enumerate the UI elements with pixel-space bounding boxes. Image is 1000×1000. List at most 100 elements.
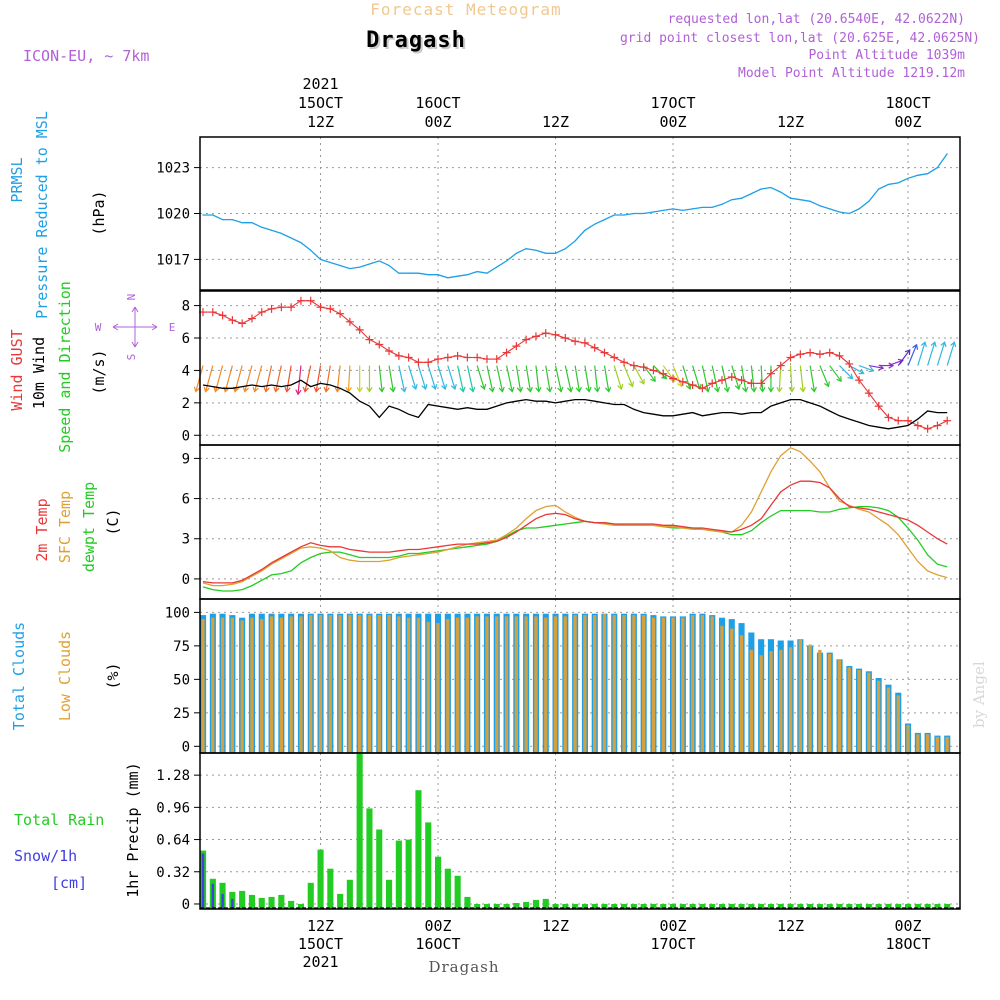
wind-label-speed: Speed and Direction	[56, 281, 74, 453]
low-cloud-bar	[749, 649, 753, 753]
pressure-point	[584, 229, 586, 231]
rain-bar	[288, 900, 295, 909]
gust-marker	[737, 376, 746, 385]
low-cloud-bar	[318, 615, 323, 753]
ytick-label: 1023	[156, 161, 190, 177]
pressure-point	[603, 219, 606, 221]
gust-marker	[561, 334, 570, 343]
rain-bar	[356, 754, 363, 909]
low-cloud-bar	[651, 617, 656, 753]
time-axis-label: 17OCT	[650, 94, 695, 112]
ytick-label: 3	[182, 532, 190, 548]
low-cloud-bar	[828, 653, 832, 753]
ytick-label: 0	[182, 572, 190, 588]
pressure-point	[809, 200, 811, 202]
pressure-point	[574, 240, 576, 242]
low-cloud-bar	[886, 687, 891, 753]
gust-marker	[385, 346, 394, 355]
low-cloud-bar	[309, 615, 313, 753]
rain-bar	[914, 904, 921, 909]
wind-barb	[286, 365, 292, 392]
wind-barb	[265, 365, 273, 392]
gust-marker	[698, 384, 707, 393]
rain-bar	[944, 904, 951, 909]
pressure-point	[858, 208, 860, 210]
time-axis-label: 16OCT	[415, 94, 460, 112]
rain-bar	[483, 904, 490, 909]
gust-marker	[884, 413, 893, 422]
panel-frame	[199, 290, 961, 446]
gust-marker	[394, 351, 403, 360]
pressure-point	[701, 206, 704, 208]
rain-bar	[797, 904, 804, 909]
wind-barb	[672, 365, 683, 387]
time-axis-label: 00Z	[894, 917, 921, 935]
pressure-point	[770, 186, 772, 189]
wind-barb	[457, 365, 464, 392]
wind-barb-head	[593, 386, 601, 393]
rain-bar	[826, 904, 833, 909]
pressure-point	[545, 252, 547, 254]
wind-barb-head	[459, 386, 466, 393]
wind-barb-head	[378, 386, 385, 393]
pressure-point	[466, 274, 468, 276]
gust-marker	[786, 353, 795, 362]
wind-barb	[297, 365, 302, 395]
marks-layer	[193, 153, 960, 909]
low-cloud-bar	[818, 649, 822, 753]
wind-barb	[254, 365, 263, 392]
wind-barb-head	[912, 343, 919, 350]
wind-barb-head	[242, 386, 249, 393]
wind-barb	[275, 365, 282, 392]
rain-bar	[317, 849, 324, 909]
time-axis-label: 00Z	[894, 113, 921, 131]
low-cloud-bar	[632, 615, 636, 753]
wind-barb-head	[669, 376, 676, 383]
time-axis-label: 17OCT	[650, 935, 695, 953]
gust-marker	[502, 348, 511, 357]
wind-barb-head	[389, 386, 396, 393]
low-cloud-bar	[328, 615, 332, 753]
pressure-point	[936, 167, 939, 169]
low-cloud-bar	[916, 734, 920, 753]
rain-bar	[572, 904, 579, 909]
wind-barb-head	[323, 386, 330, 393]
low-cloud-bar	[250, 617, 254, 753]
wind-barb	[535, 365, 540, 392]
pressure-point	[486, 272, 488, 274]
rain-bar	[640, 904, 647, 909]
low-cloud-bar	[739, 635, 744, 753]
pressure-point	[799, 199, 801, 201]
compass-south: S	[125, 354, 138, 361]
pressure-point	[212, 214, 214, 216]
rain-bar	[709, 904, 716, 909]
wind-barb-head	[567, 386, 574, 393]
pressure-point	[535, 249, 537, 251]
gust-marker	[316, 303, 325, 312]
wind-barb	[819, 365, 830, 387]
rain-bar	[621, 904, 628, 909]
rain-bar	[405, 839, 412, 909]
gust-marker	[453, 351, 462, 360]
grid-point-coords: grid point closest lon,lat (20.625E, 42.…	[620, 31, 980, 46]
wind-barb	[799, 365, 804, 392]
wind-barb-head	[734, 383, 741, 391]
rain-bar	[767, 904, 774, 909]
wind-barb-head	[575, 386, 582, 393]
rain-bar	[748, 904, 755, 909]
rain-bar	[836, 904, 843, 909]
low-cloud-bar	[475, 616, 479, 753]
snow-bar	[201, 853, 205, 909]
wind-barb-head	[498, 386, 505, 393]
gust-marker	[766, 369, 775, 378]
low-cloud-bar	[877, 680, 881, 753]
wind-barb	[398, 365, 406, 392]
wind-barb-head	[604, 386, 612, 393]
wind-barb	[623, 365, 634, 387]
gust-marker	[375, 340, 384, 349]
wind-barb-head	[557, 386, 564, 393]
wind-barb	[936, 341, 946, 366]
gust-marker	[933, 421, 942, 430]
gust-marker	[923, 424, 932, 433]
pressure-point	[270, 229, 273, 231]
